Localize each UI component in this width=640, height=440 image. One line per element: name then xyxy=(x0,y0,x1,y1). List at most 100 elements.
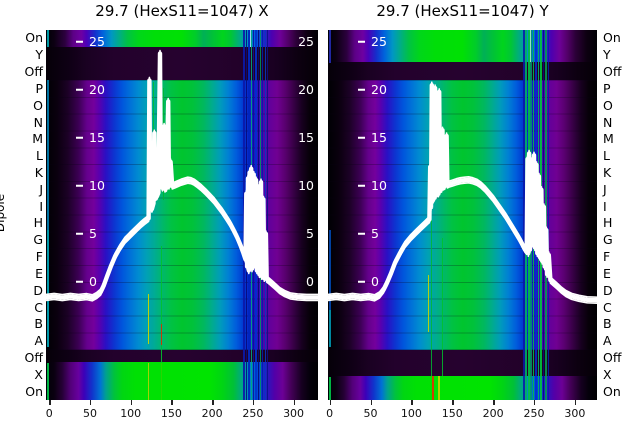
x-tick-mark xyxy=(452,400,454,405)
heatmap-stripe xyxy=(245,30,248,400)
row-label-right-2: Off xyxy=(603,63,622,79)
row-label-left-19: Off xyxy=(24,349,43,365)
heatmap-stripe xyxy=(328,310,331,347)
y-tick-mark xyxy=(76,89,83,91)
row-label-right-16: C xyxy=(603,299,612,315)
x-tick-label: 200 xyxy=(482,407,504,420)
panel-x-title: 29.7 (HexS11=1047) X xyxy=(95,2,269,20)
heatmap-stripe xyxy=(328,30,331,63)
heatmap-stripe xyxy=(160,324,163,345)
y-tick-label: 20 xyxy=(89,81,105,97)
x-tick-mark xyxy=(329,400,332,405)
y-tick-inner-left: 5 xyxy=(358,227,379,241)
heatmap-stripe xyxy=(441,238,443,376)
heatmap-stripe xyxy=(46,363,50,400)
y-tick-label: 10 xyxy=(371,177,387,193)
row-label-left-13: F xyxy=(35,248,43,264)
heatmap-stripe xyxy=(163,88,165,200)
row-label-left-6: M xyxy=(32,131,43,147)
y-tick-label: 5 xyxy=(89,225,97,241)
heatmap-stripe xyxy=(525,30,528,400)
y-tick-inner-left: 10 xyxy=(76,179,105,193)
y-tick-label: 15 xyxy=(371,129,387,145)
x-tick-mark xyxy=(293,400,295,405)
heatmap-stripe xyxy=(523,30,525,400)
heatmap-stripe xyxy=(532,30,535,400)
y-tick-label: 20 xyxy=(371,81,387,97)
row-label-right-8: K xyxy=(603,164,612,180)
y-tick-inner-left: 0 xyxy=(76,275,97,289)
heatmap-stripe xyxy=(250,30,253,400)
x-tick-mark xyxy=(534,400,536,405)
x-tick-label: 100 xyxy=(120,407,142,420)
y-tick-inner-right: 10 xyxy=(298,177,314,193)
x-tick-mark xyxy=(252,400,255,405)
heatmap-stripe xyxy=(537,30,540,400)
y-tick-label: 0 xyxy=(371,273,379,289)
row-label-right-17: B xyxy=(603,316,612,332)
row-label-left-10: I xyxy=(39,198,43,214)
heatmap-stripe xyxy=(432,376,434,400)
heatmap-band xyxy=(328,80,597,350)
y-tick-mark xyxy=(76,41,83,43)
row-label-right-5: N xyxy=(603,114,613,130)
x-tick-label: 250 xyxy=(242,407,264,420)
heatmap-stripe xyxy=(545,30,547,400)
x-tick-mark xyxy=(212,400,214,405)
heatmap-stripe xyxy=(540,30,542,400)
x-tick-label: 250 xyxy=(523,407,545,420)
x-tick-mark xyxy=(411,400,413,405)
heatmap-band xyxy=(46,362,318,400)
row-label-right-11: H xyxy=(603,215,613,231)
heatmap-stripe xyxy=(328,230,331,310)
row-label-left-7: L xyxy=(36,147,43,163)
y-tick-inner-left: 10 xyxy=(358,177,387,193)
x-tick-mark xyxy=(49,400,51,405)
row-label-right-1: Y xyxy=(603,46,611,62)
row-label-left-3: P xyxy=(35,80,43,96)
row-label-right-13: F xyxy=(603,248,611,264)
y-tick-mark xyxy=(358,41,365,43)
dipole-axis-label: Dipole xyxy=(0,193,7,233)
y-tick-mark xyxy=(76,137,83,139)
row-label-left-2: Off xyxy=(24,63,43,79)
x-tick-label: 100 xyxy=(400,407,422,420)
row-label-left-18: A xyxy=(34,332,43,348)
heatmap-stripe xyxy=(438,376,440,400)
row-label-left-15: D xyxy=(33,282,43,298)
heatmap-stripe xyxy=(147,363,149,400)
heatmap-stripe xyxy=(46,80,50,230)
x-tick-mark xyxy=(574,400,577,405)
x-tick-label: 50 xyxy=(363,407,378,420)
x-tick-label: 150 xyxy=(160,407,182,420)
x-tick-mark xyxy=(130,400,133,405)
heatmap-band xyxy=(328,349,597,377)
row-label-left-11: H xyxy=(33,215,43,231)
heatmap-stripe xyxy=(250,30,252,47)
x-tick-label: 300 xyxy=(283,407,305,420)
x-tick-label: 150 xyxy=(441,407,463,420)
y-tick-inner-left: 20 xyxy=(358,81,387,97)
heatmap-stripe xyxy=(152,82,154,185)
y-tick-inner-left: 20 xyxy=(76,81,105,97)
y-tick-label: 25 xyxy=(89,33,105,49)
heatmap-band xyxy=(328,61,597,81)
row-label-left-8: K xyxy=(34,164,43,180)
row-label-left-9: J xyxy=(39,181,43,197)
row-label-right-7: L xyxy=(603,147,610,163)
row-label-right-0: On xyxy=(603,30,621,46)
y-tick-mark xyxy=(358,137,365,139)
row-label-left-4: O xyxy=(33,97,43,113)
heatmap-stripe xyxy=(430,220,432,376)
panel-y-title: 29.7 (HexS11=1047) Y xyxy=(376,2,549,20)
row-label-right-18: A xyxy=(603,332,612,348)
row-label-left-14: E xyxy=(35,265,43,281)
row-label-right-21: On xyxy=(603,383,621,399)
y-tick-label: 25 xyxy=(371,33,387,49)
row-label-right-6: M xyxy=(603,131,614,147)
heatmap-stripe xyxy=(434,85,436,200)
heatmap-stripe xyxy=(328,377,331,400)
y-tick-mark xyxy=(76,233,83,235)
heatmap-stripe xyxy=(243,30,246,400)
